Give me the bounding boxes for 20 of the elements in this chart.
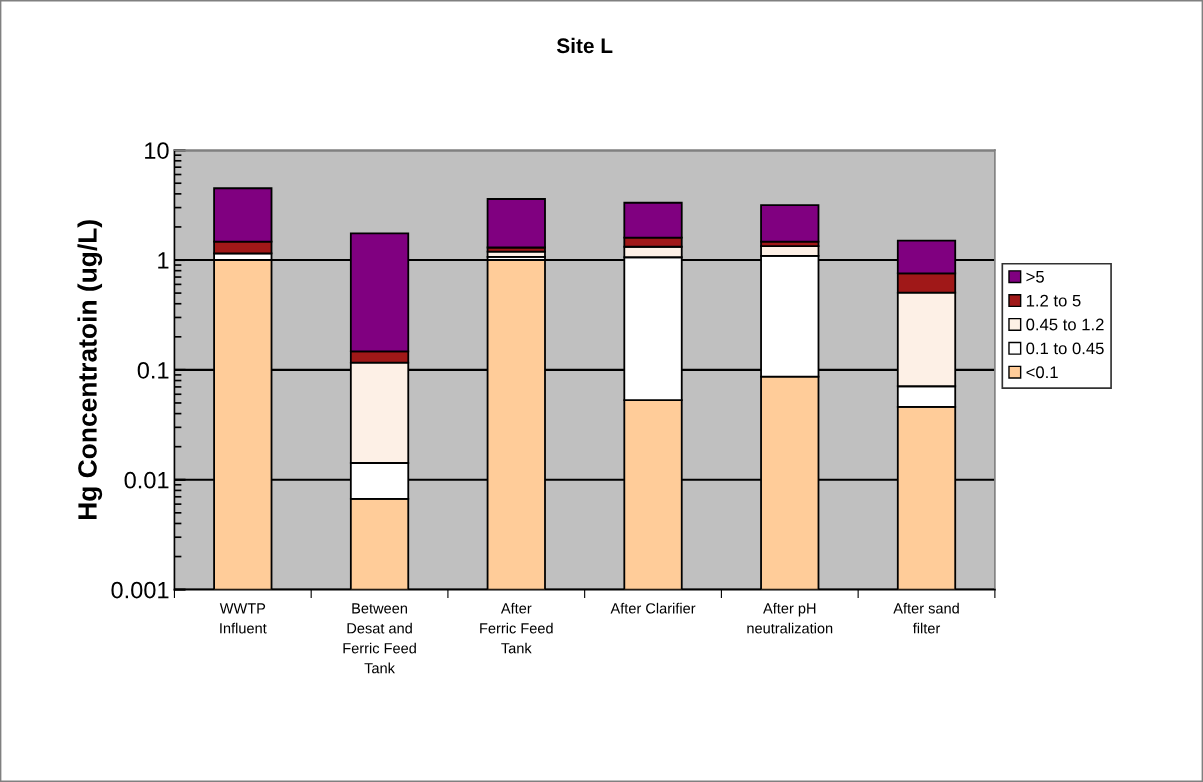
x-tick-label: WWTP Influent	[219, 603, 267, 634]
chart-title: Site L	[556, 37, 613, 54]
y-tick-label: 0.1	[137, 361, 169, 379]
x-tick-label: After Clarifier	[610, 602, 696, 614]
x-tick-label: After Ferric Feed Tank	[480, 602, 553, 654]
legend-label: >5	[1026, 271, 1044, 283]
legend-label: 1.2 to 5	[1026, 294, 1081, 307]
x-tick-label: After sand filter	[893, 602, 959, 634]
legend-label: <0.1	[1026, 366, 1058, 379]
legend-label: 0.1 to 0.45	[1026, 342, 1104, 355]
legend-label: 0.45 to 1.2	[1026, 318, 1104, 331]
x-tick-label: After pH neutralization	[747, 602, 833, 634]
y-tick-label: 1	[158, 252, 169, 269]
bar	[760, 204, 820, 243]
x-tick-label: Between Desat and Ferric Feed Tank	[343, 603, 416, 674]
bar	[486, 198, 546, 249]
y-tick-label: 0.001	[111, 581, 169, 599]
y-tick-label: 0.01	[124, 471, 169, 489]
y-axis-title: Hg Concentratoin (ug/L)	[77, 220, 103, 520]
y-tick-label: 10	[145, 142, 169, 159]
